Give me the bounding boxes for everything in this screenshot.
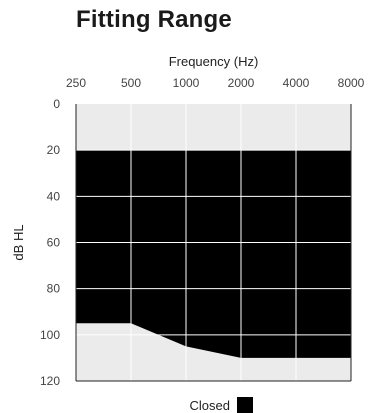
chart-title: Fitting Range [76, 6, 232, 33]
x-tick-label: 500 [121, 76, 141, 90]
y-tick-label: 0 [53, 97, 60, 111]
plot-area [75, 104, 352, 382]
legend-label: Closed [190, 398, 230, 413]
legend-swatch [237, 397, 253, 413]
y-tick-label: 20 [47, 143, 61, 157]
y-axis-label: dB HL [11, 224, 26, 260]
fitting-range-area-0 [76, 150, 351, 358]
x-tick-label: 250 [66, 76, 86, 90]
y-tick-label: 60 [47, 236, 61, 250]
y-tick-label: 80 [47, 282, 61, 296]
x-tick-label: 2000 [228, 76, 255, 90]
y-tick-label: 100 [40, 328, 60, 342]
y-tick-label: 40 [47, 189, 61, 203]
x-tick-label: 1000 [173, 76, 200, 90]
x-tick-label: 8000 [338, 76, 365, 90]
y-tick-labels: 0 20 40 60 80 100 120 [40, 97, 60, 388]
x-tick-label: 4000 [283, 76, 310, 90]
legend: Closed [190, 397, 253, 413]
x-tick-labels: 250 500 1000 2000 4000 8000 [66, 76, 365, 90]
x-axis-label: Frequency (Hz) [169, 54, 259, 69]
y-tick-label: 120 [40, 374, 60, 388]
